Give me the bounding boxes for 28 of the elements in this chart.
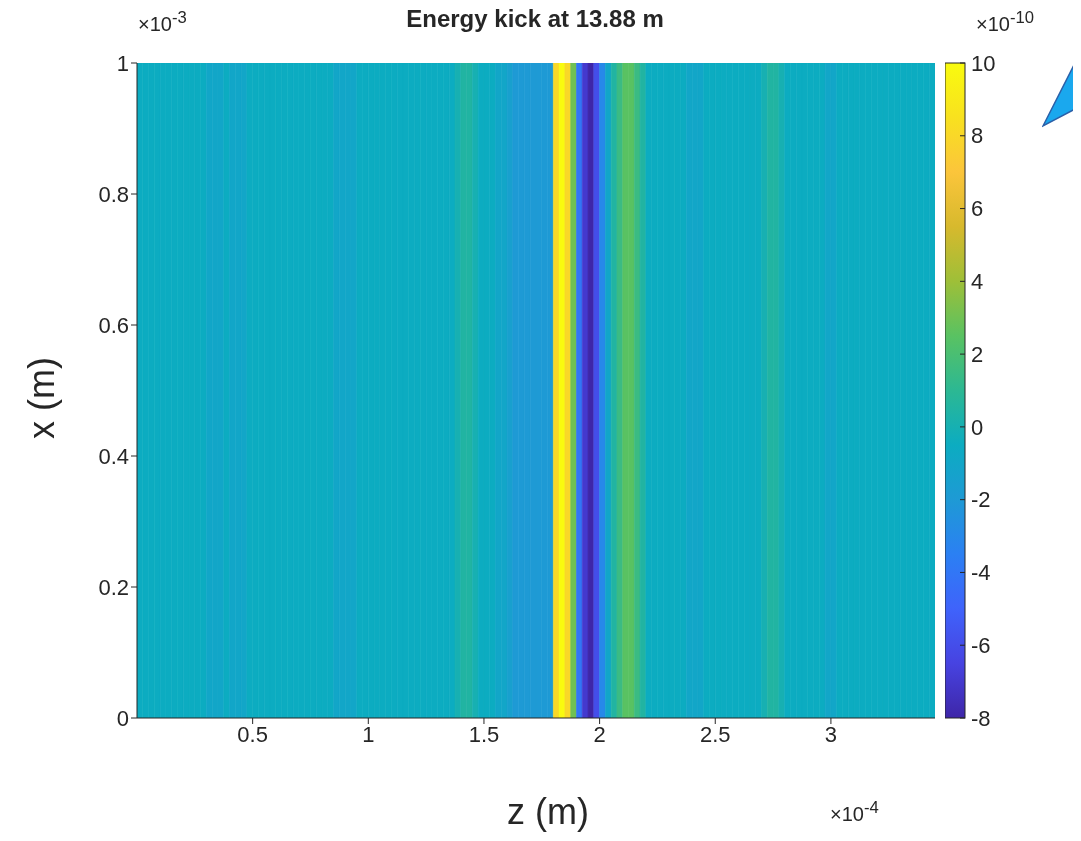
color-bar-label: 4 bbox=[971, 269, 984, 295]
y-tick-label: 0.2 bbox=[98, 574, 129, 600]
color-bar-label: 2 bbox=[971, 341, 984, 367]
x-tick-label: 2 bbox=[593, 721, 606, 747]
color-bar-label: -2 bbox=[971, 487, 991, 513]
color-bar-label: 10 bbox=[971, 50, 996, 76]
y-tick-label: 0.6 bbox=[98, 312, 129, 338]
x-axis-title: z (m) bbox=[507, 791, 589, 832]
x-tick-label: 1.5 bbox=[468, 721, 500, 747]
x-tick-label: 3 bbox=[824, 721, 838, 747]
color-bar-label: -8 bbox=[971, 705, 991, 731]
x-tick-label: 1 bbox=[362, 721, 375, 747]
y-tick-label: 0.4 bbox=[98, 443, 129, 469]
chart-title: Energy kick at 13.88 m bbox=[406, 7, 664, 32]
text: ×10$^{-4}$ bbox=[830, 798, 879, 825]
color-bar-label: 6 bbox=[971, 196, 984, 222]
text: ×10$^{-3}$ bbox=[138, 8, 187, 35]
text: ×10$^{-10}$ bbox=[976, 8, 1035, 35]
y-tick-label: 0 bbox=[116, 705, 129, 731]
color-bar-label: -4 bbox=[971, 560, 991, 586]
x-tick-label: 2.5 bbox=[699, 721, 731, 747]
x-tick-label: 0.5 bbox=[237, 721, 268, 747]
y-axis-title: x (m) bbox=[21, 357, 62, 439]
color-bar-label: 0 bbox=[971, 414, 984, 440]
color-bar-label: 8 bbox=[971, 123, 984, 149]
color-bar-label: -6 bbox=[971, 632, 991, 658]
y-tick-label: 0.8 bbox=[98, 181, 129, 207]
y-tick-label: 1 bbox=[116, 50, 129, 76]
